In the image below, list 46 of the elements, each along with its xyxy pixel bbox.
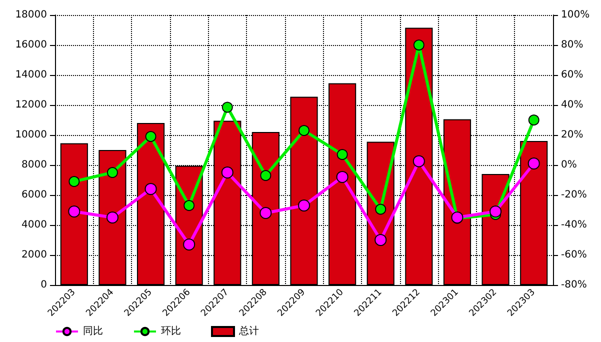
y2-tick-label: 0% [561,160,577,170]
point [336,171,348,183]
point [413,40,424,50]
y2-tick-label: -40% [561,220,587,230]
point [222,102,233,113]
point [183,238,196,250]
point [260,170,272,181]
point [375,204,386,215]
y2-tick-label: 20% [561,130,584,140]
y-tick-label: 8000 [22,160,47,170]
y-tick-label: 16000 [15,40,47,50]
y-tick-label: 14000 [15,70,47,80]
y-tick-label: 4000 [22,220,47,230]
y-tick-label: 0 [40,280,47,290]
y-tick-label: 18000 [15,10,47,20]
point [145,131,156,142]
point [184,200,195,211]
point [298,125,310,136]
point [336,149,348,160]
point [68,176,80,187]
point [68,206,80,218]
y2-tick-label: 80% [561,40,584,50]
point [528,158,540,170]
point [106,167,118,178]
y2-tick-label: 60% [561,70,584,80]
point [221,166,234,178]
y-tick-label: 2000 [22,250,47,260]
legend-label: 总计 [238,325,259,337]
y2-tick-label: 40% [561,100,584,110]
point [106,212,118,224]
legend-label: 环比 [161,325,181,337]
point [412,155,425,168]
point [374,234,387,246]
y2-tick-label: -20% [561,190,587,200]
point [144,183,157,195]
y2-tick-label: -80% [561,280,587,290]
y2-tick-label: -60% [561,250,587,260]
y-tick-label: 12000 [15,100,47,110]
point [528,114,540,126]
point [490,206,502,218]
point [298,200,310,212]
legend-label: 同比 [83,325,103,337]
y2-tick-label: 100% [561,10,590,20]
y-tick-label: 10000 [15,130,47,140]
y-tick-label: 6000 [22,190,47,200]
point [260,207,272,219]
